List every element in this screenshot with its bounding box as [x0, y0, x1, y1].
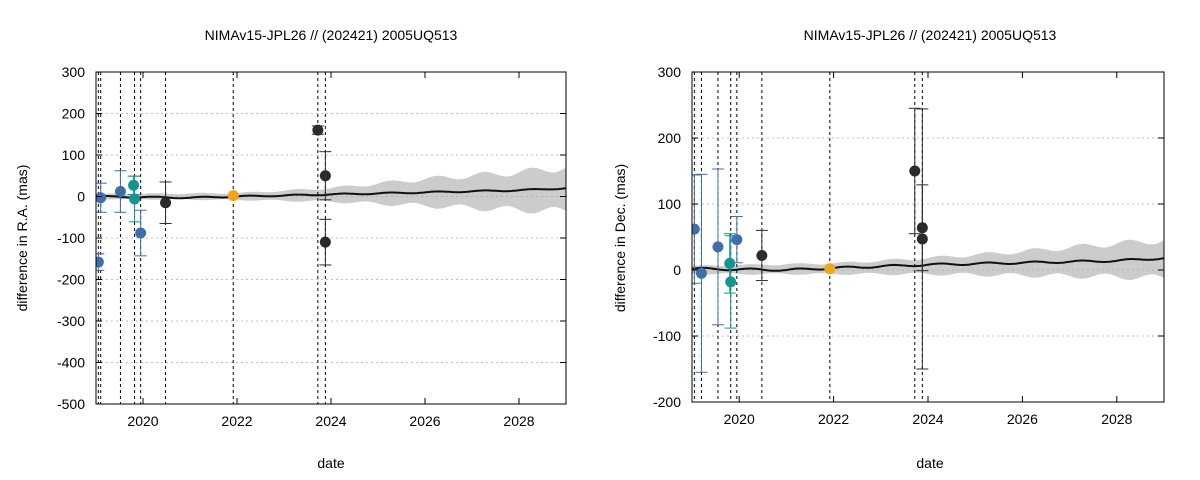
ra-chart-title: NIMAv15-JPL26 // (202421) 2005UQ513: [205, 27, 458, 43]
ra-y-tick-label: 0: [77, 189, 85, 205]
ra-data-point-black: [160, 197, 172, 209]
ra-y-tick-label: -500: [57, 396, 85, 412]
dec-x-tick-label: 2026: [1007, 411, 1038, 427]
ra-data-point-blue: [96, 192, 107, 204]
ra-y-tick-label: -300: [57, 313, 85, 329]
ra-y-tick-label: 100: [62, 147, 86, 163]
ra-x-tick-label: 2020: [127, 413, 158, 429]
dec-trend-line: [692, 257, 1164, 272]
ra-y-tick-label: -400: [57, 355, 85, 371]
ra-data-point-teal: [128, 179, 140, 191]
dec-data-point-blue: [692, 223, 700, 235]
dec-x-axis-label: date: [916, 455, 943, 471]
dec-plot-area: [692, 72, 1164, 402]
dec-data-point-blue: [695, 267, 707, 279]
dec-y-tick-label: -200: [653, 394, 681, 410]
dec-x-tick-label: 2020: [724, 411, 755, 427]
dec-y-tick-label: 0: [673, 262, 681, 278]
ra-uncertainty-band: [96, 167, 566, 214]
ra-chart: NIMAv15-JPL26 // (202421) 2005UQ513 date…: [14, 27, 567, 471]
ra-data-point-black: [319, 236, 331, 248]
dec-y-tick-label: 300: [658, 64, 682, 80]
ra-trend-line: [96, 187, 566, 200]
ra-data-point-black: [312, 124, 324, 136]
ra-data-point-blue: [135, 227, 147, 239]
dec-data-point-teal: [724, 257, 736, 269]
ra-y-tick-label: 200: [62, 106, 86, 122]
ra-data-point-blue: [96, 256, 104, 268]
dec-x-tick-label: 2022: [818, 411, 849, 427]
ra-y-tick-label: 300: [62, 64, 86, 80]
dec-data-point-black: [909, 165, 921, 177]
ra-data-point-black: [319, 170, 331, 182]
dec-y-tick-label: 100: [658, 196, 682, 212]
ra-x-tick-label: 2028: [503, 413, 534, 429]
ra-data-point-teal: [129, 193, 141, 205]
dec-data-point-blue: [712, 241, 724, 253]
ra-y-tick-label: -100: [57, 230, 85, 246]
ra-x-axis-label: date: [317, 455, 344, 471]
dec-plot-frame: [691, 71, 1165, 403]
dec-data-point-orange: [824, 263, 836, 275]
dec-chart: NIMAv15-JPL26 // (202421) 2005UQ513 date…: [612, 27, 1165, 471]
ra-y-tick-label: -200: [57, 272, 85, 288]
dec-data-point-teal: [725, 276, 737, 288]
dec-data-point-blue: [731, 234, 743, 246]
dec-chart-title: NIMAv15-JPL26 // (202421) 2005UQ513: [804, 27, 1057, 43]
ra-data-point-orange: [227, 190, 239, 202]
dec-y-axis-label: difference in Dec. (mas): [612, 164, 628, 312]
ra-x-tick-label: 2022: [221, 413, 252, 429]
ra-plot-area: [96, 72, 566, 404]
dec-x-tick-label: 2028: [1101, 411, 1132, 427]
ra-y-axis-label: difference in R.A. (mas): [14, 165, 30, 312]
dec-data-point-black: [916, 233, 928, 245]
ra-x-tick-label: 2024: [315, 413, 346, 429]
ra-x-tick-label: 2026: [409, 413, 440, 429]
dec-y-tick-label: 200: [658, 130, 682, 146]
ra-data-point-blue: [114, 186, 126, 198]
dec-data-point-black: [756, 249, 768, 261]
dec-y-tick-label: -100: [653, 328, 681, 344]
dec-x-tick-label: 2024: [912, 411, 943, 427]
